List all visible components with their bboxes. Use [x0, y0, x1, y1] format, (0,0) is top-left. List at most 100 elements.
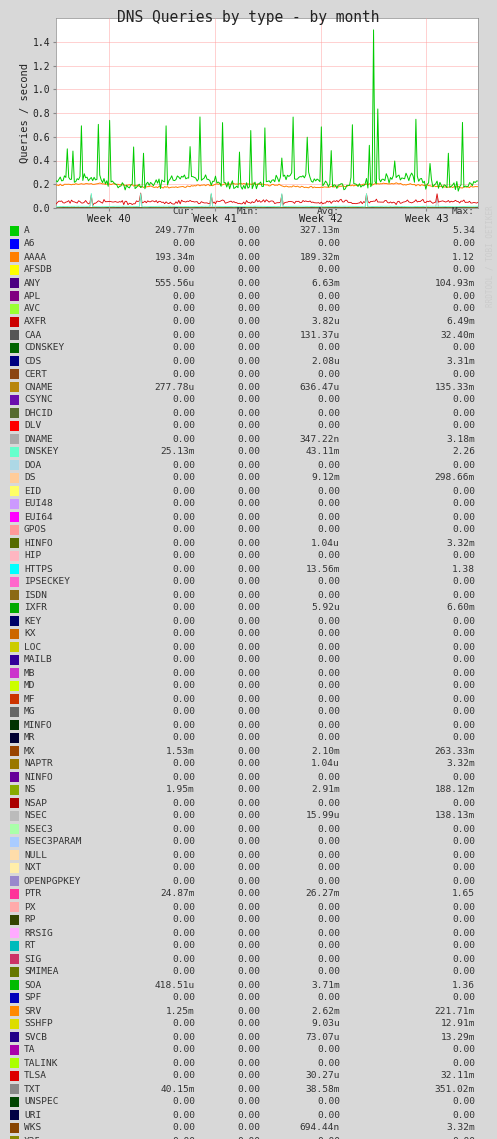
Text: 43.11m: 43.11m	[306, 448, 340, 457]
Text: 351.02m: 351.02m	[435, 1084, 475, 1093]
Text: 0.00: 0.00	[237, 590, 260, 599]
Text: 694.44n: 694.44n	[300, 1123, 340, 1132]
Text: 0.00: 0.00	[172, 669, 195, 678]
Text: ANY: ANY	[24, 279, 41, 287]
Text: 0.00: 0.00	[452, 707, 475, 716]
Text: DLV: DLV	[24, 421, 41, 431]
Text: EUI64: EUI64	[24, 513, 53, 522]
Text: 40.15m: 40.15m	[161, 1084, 195, 1093]
Text: SOA: SOA	[24, 981, 41, 990]
Text: 0.00: 0.00	[172, 734, 195, 743]
Text: 0.00: 0.00	[237, 746, 260, 755]
Text: 3.32m: 3.32m	[446, 539, 475, 548]
Text: APL: APL	[24, 292, 41, 301]
Text: 0.00: 0.00	[172, 434, 195, 443]
Text: 0.00: 0.00	[317, 630, 340, 639]
Text: 0.00: 0.00	[452, 656, 475, 664]
Text: 0.00: 0.00	[237, 981, 260, 990]
Text: 0.00: 0.00	[317, 1046, 340, 1055]
Text: WKS: WKS	[24, 1123, 41, 1132]
Text: 0.00: 0.00	[452, 551, 475, 560]
Text: 0.00: 0.00	[237, 786, 260, 795]
Text: 277.78u: 277.78u	[155, 383, 195, 392]
Text: 0.00: 0.00	[317, 344, 340, 352]
Text: 0.00: 0.00	[237, 369, 260, 378]
Text: 2.26: 2.26	[452, 448, 475, 457]
Text: 0.00: 0.00	[452, 772, 475, 781]
Text: 0.00: 0.00	[237, 318, 260, 327]
Text: 0.00: 0.00	[317, 460, 340, 469]
Text: NS: NS	[24, 786, 35, 795]
Text: 347.22n: 347.22n	[300, 434, 340, 443]
Text: 0.00: 0.00	[452, 616, 475, 625]
Text: 0.00: 0.00	[172, 344, 195, 352]
Text: 0.00: 0.00	[452, 486, 475, 495]
Text: 0.00: 0.00	[317, 669, 340, 678]
Text: 0.00: 0.00	[237, 681, 260, 690]
Text: 138.13m: 138.13m	[435, 811, 475, 820]
Text: SIG: SIG	[24, 954, 41, 964]
Text: 0.00: 0.00	[317, 525, 340, 534]
Text: 0.00: 0.00	[452, 642, 475, 652]
Text: 0.00: 0.00	[317, 1098, 340, 1106]
Text: 0.00: 0.00	[172, 811, 195, 820]
Text: 3.71m: 3.71m	[311, 981, 340, 990]
Text: 0.00: 0.00	[452, 837, 475, 846]
Text: 249.77m: 249.77m	[155, 227, 195, 236]
Text: MX: MX	[24, 746, 35, 755]
Text: 0.00: 0.00	[237, 500, 260, 508]
Text: 0.00: 0.00	[237, 928, 260, 937]
Text: 2.91m: 2.91m	[311, 786, 340, 795]
Text: 0.00: 0.00	[172, 539, 195, 548]
Text: 0.00: 0.00	[317, 942, 340, 951]
Text: 0.00: 0.00	[172, 357, 195, 366]
Text: 0.00: 0.00	[237, 344, 260, 352]
Text: 0.00: 0.00	[172, 967, 195, 976]
Text: AFSDB: AFSDB	[24, 265, 53, 274]
Text: 0.00: 0.00	[317, 967, 340, 976]
Text: 1.38: 1.38	[452, 565, 475, 574]
Text: DHCID: DHCID	[24, 409, 53, 418]
Text: 0.00: 0.00	[172, 409, 195, 418]
Text: NINFO: NINFO	[24, 772, 53, 781]
Text: 13.29m: 13.29m	[440, 1032, 475, 1041]
Text: 0.00: 0.00	[237, 1032, 260, 1041]
Text: 1.95m: 1.95m	[166, 786, 195, 795]
Text: 3.32m: 3.32m	[446, 1123, 475, 1132]
Text: PX: PX	[24, 902, 35, 911]
Text: 0.00: 0.00	[452, 630, 475, 639]
Text: 0.00: 0.00	[237, 707, 260, 716]
Text: 0.00: 0.00	[317, 486, 340, 495]
Text: EUI48: EUI48	[24, 500, 53, 508]
Text: 0.00: 0.00	[452, 734, 475, 743]
Text: DNSKEY: DNSKEY	[24, 448, 59, 457]
Text: TXT: TXT	[24, 1084, 41, 1093]
Text: 0.00: 0.00	[237, 1046, 260, 1055]
Text: 0.00: 0.00	[237, 798, 260, 808]
Text: 0.00: 0.00	[452, 851, 475, 860]
Text: 0.00: 0.00	[237, 1058, 260, 1067]
Text: 0.00: 0.00	[237, 656, 260, 664]
Text: 0.00: 0.00	[317, 642, 340, 652]
Text: MF: MF	[24, 695, 35, 704]
Text: 0.00: 0.00	[237, 239, 260, 248]
Text: 0.00: 0.00	[317, 577, 340, 587]
Text: 5.92u: 5.92u	[311, 604, 340, 613]
Text: 0.00: 0.00	[452, 409, 475, 418]
Text: 0.00: 0.00	[317, 395, 340, 404]
Text: 298.66m: 298.66m	[435, 474, 475, 483]
Text: 0.00: 0.00	[452, 967, 475, 976]
Text: 0.00: 0.00	[317, 681, 340, 690]
Text: 0.00: 0.00	[172, 460, 195, 469]
Text: 9.12m: 9.12m	[311, 474, 340, 483]
Text: 0.00: 0.00	[317, 369, 340, 378]
Text: 0.00: 0.00	[452, 669, 475, 678]
Text: 0.00: 0.00	[237, 616, 260, 625]
Text: 0.00: 0.00	[317, 590, 340, 599]
Text: HINFO: HINFO	[24, 539, 53, 548]
Text: 0.00: 0.00	[237, 539, 260, 548]
Text: 0.00: 0.00	[172, 993, 195, 1002]
Text: 0.00: 0.00	[172, 318, 195, 327]
Text: 0.00: 0.00	[452, 1058, 475, 1067]
Text: KX: KX	[24, 630, 35, 639]
